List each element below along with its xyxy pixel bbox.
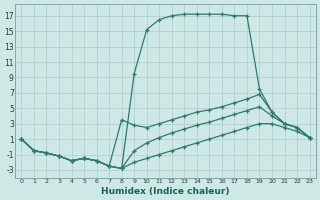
X-axis label: Humidex (Indice chaleur): Humidex (Indice chaleur) [101,187,230,196]
